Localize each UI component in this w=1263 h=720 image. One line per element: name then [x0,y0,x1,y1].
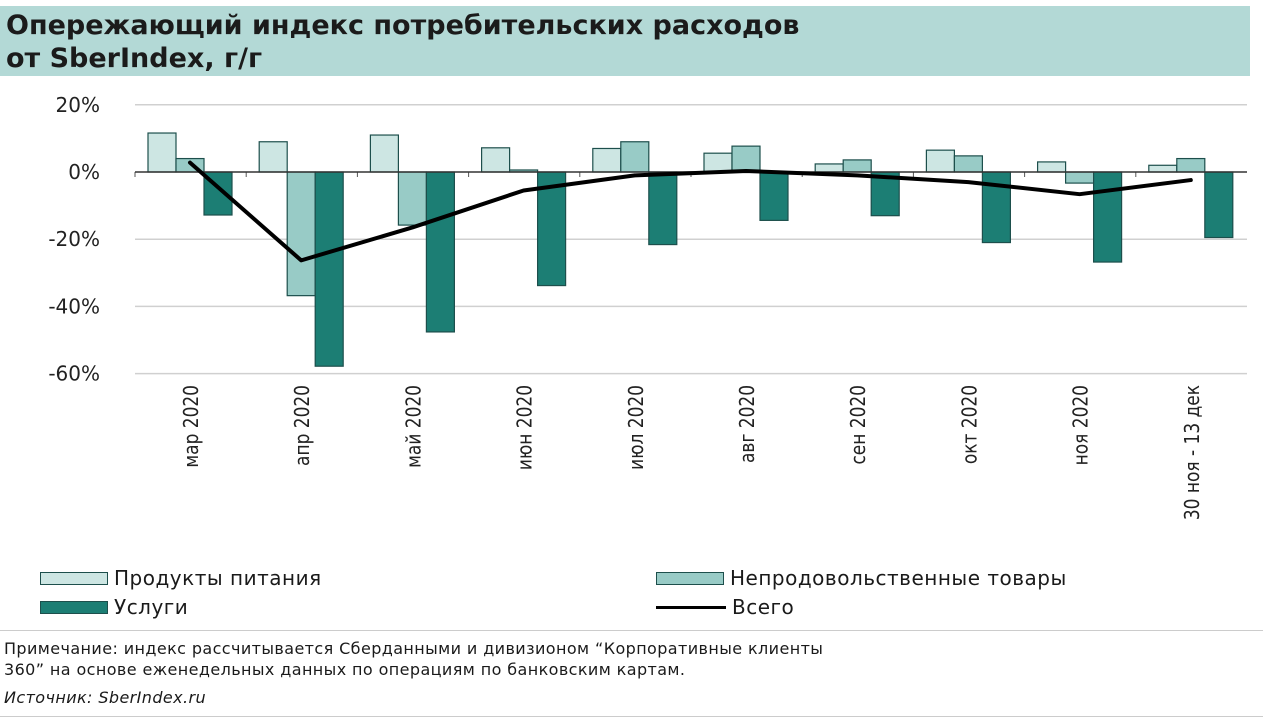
legend-label: Продукты питания [114,566,322,590]
bar [1176,157,1206,173]
x-tick-label: окт 2020 [959,385,982,464]
y-tick-label: 0% [68,160,100,184]
x-tick-label: июл 2020 [626,385,649,470]
bar [648,171,678,246]
legend-swatch [40,571,108,585]
legend-swatch [656,571,724,585]
divider [0,716,1263,717]
bar [397,171,427,226]
bar [1036,161,1067,173]
legend-line [656,605,726,609]
legend-total: Всего [656,595,794,619]
bar [1204,171,1234,239]
note-line1: Примечание: индекс рассчитывается Сберда… [4,639,824,658]
bar [425,171,455,333]
bar [759,171,789,221]
y-tick-label: -40% [48,294,100,318]
bar [1148,164,1178,173]
total-line [188,160,1193,263]
bar [592,147,622,173]
y-tick-label: 20% [56,93,100,117]
bar [842,159,872,173]
chart-title-line2: от SberIndex, г/г [6,43,263,74]
divider [0,630,1263,631]
bar [481,147,511,173]
x-tick-label: ноя 2020 [1070,385,1093,465]
x-tick-label: 30 ноя - 13 дек [1182,385,1205,520]
y-tick-label: -20% [48,227,100,251]
bar [814,163,844,173]
legend-nonfood: Непродовольственные товары [656,566,1067,590]
source: Источник: SberIndex.ru [4,688,206,707]
bar [620,141,650,173]
bar [1064,171,1095,184]
x-tick-label: сен 2020 [848,385,871,465]
bar [258,141,288,173]
bar [953,155,984,173]
x-tick-label: июн 2020 [514,385,537,470]
x-tick-label: май 2020 [403,385,426,468]
title-banner: Опережающий индекс потребительских расхо… [0,6,1250,76]
x-tick-label: мар 2020 [181,385,204,468]
bar [703,152,733,173]
legend-swatch [40,600,108,614]
chart-title-line1: Опережающий индекс потребительских расхо… [6,10,800,41]
x-tick-label: апр 2020 [292,385,315,466]
note-line2: 360” на основе еженедельных данных по оп… [4,660,686,679]
bar [369,134,399,173]
chart-plot: 20% 0% -20% -40% -60% мар 2020 апр 2020 май 202… [48,93,1247,520]
legend-food: Продукты питания [40,566,322,590]
bar [147,132,177,173]
legend-label: Услуги [114,595,189,619]
bar [286,171,316,297]
bar [314,171,344,367]
legend-services: Услуги [40,595,188,619]
x-tick-label: авг 2020 [737,385,760,463]
legend-label: Непродовольственные товары [730,566,1067,590]
bar [731,145,761,173]
bar [1092,171,1123,263]
legend-label: Всего [732,595,795,619]
y-tick-label: -60% [48,362,100,386]
bar [925,149,956,173]
